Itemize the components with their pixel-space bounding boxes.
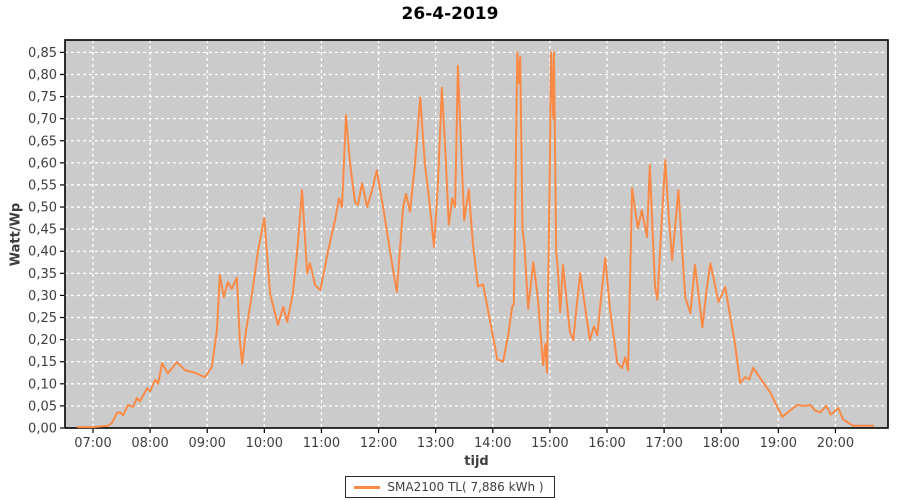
y-tick-label: 0,70 [28,112,57,127]
y-tick-label: 0,05 [28,399,57,414]
x-tick-label: 20:00 [817,436,854,451]
x-tick-label: 11:00 [303,436,340,451]
x-axis-title: tijd [464,454,489,469]
x-tick-label: 14:00 [474,436,511,451]
x-tick-label: 13:00 [417,436,454,451]
y-tick-label: 0,55 [28,178,57,193]
x-tick-label: 18:00 [702,436,739,451]
x-tick-label: 17:00 [645,436,682,451]
legend-label: SMA2100 TL( 7,886 kWh ) [387,480,544,494]
y-tick-label: 0,85 [28,46,57,61]
plot-border [64,39,889,429]
x-tick-label: 16:00 [588,436,625,451]
y-tick-label: 0,35 [28,267,57,282]
y-tick-label: 0,10 [28,377,57,392]
chart-title: 26-4-2019 [401,4,499,24]
legend: SMA2100 TL( 7,886 kWh ) [0,476,900,498]
plot-background [65,40,888,428]
series-line [77,51,875,429]
chart-plot: 0,00 0,05 0,10 0,15 0,20 0,25 0,30 0,35 0,40 0,45… [28,39,889,451]
legend-line-swatch [354,485,381,489]
y-tick-label: 0,65 [28,134,57,149]
y-tick-label: 0,00 [28,422,57,437]
y-axis-title: Watt/Wp [8,202,24,267]
y-tick-label: 0,20 [28,333,57,348]
x-tick-label: 12:00 [360,436,397,451]
y-tick-label: 0,60 [28,156,57,171]
y-tick-label: 0,80 [28,68,57,83]
x-tick-label: 09:00 [188,436,225,451]
x-tick-label: 19:00 [760,436,797,451]
x-tick-label: 08:00 [131,436,168,451]
y-tick-label: 0,40 [28,245,57,260]
x-tick-label: 07:00 [74,436,111,451]
y-tick-label: 0,15 [28,355,57,370]
x-tick-label: 15:00 [531,436,568,451]
x-tick-label: 10:00 [246,436,283,451]
legend-box: SMA2100 TL( 7,886 kWh ) [345,476,555,498]
y-tick-label: 0,45 [28,223,57,238]
y-tick-label: 0,25 [28,311,57,326]
y-tick-label: 0,75 [28,90,57,105]
y-tick-label: 0,30 [28,289,57,304]
y-tick-label: 0,50 [28,201,57,216]
